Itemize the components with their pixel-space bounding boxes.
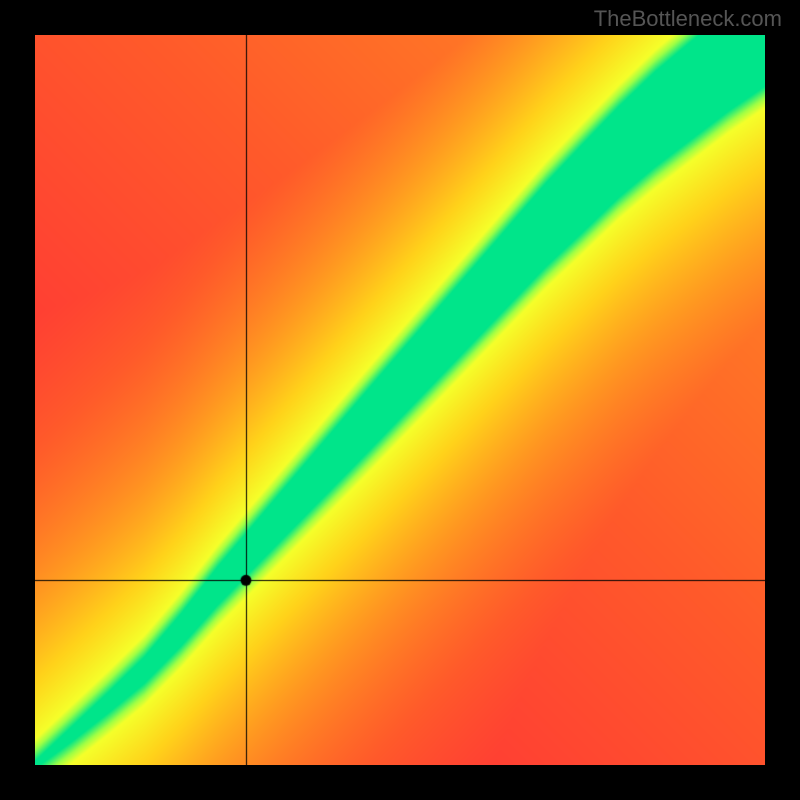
heatmap-plot <box>35 35 765 765</box>
heatmap-canvas <box>35 35 765 765</box>
watermark-text: TheBottleneck.com <box>594 6 782 32</box>
